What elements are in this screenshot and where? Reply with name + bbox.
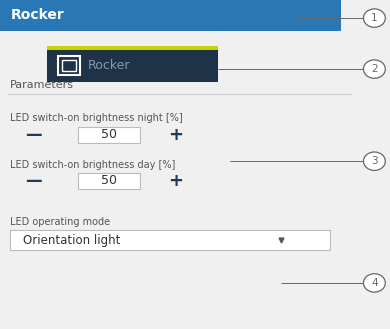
Text: Parameters: Parameters: [10, 80, 74, 90]
Text: Orientation light: Orientation light: [23, 234, 121, 247]
Text: 1: 1: [371, 13, 378, 23]
Text: 50: 50: [101, 128, 117, 141]
FancyBboxPatch shape: [78, 173, 140, 189]
Text: LED operating mode: LED operating mode: [10, 217, 110, 227]
FancyBboxPatch shape: [47, 46, 218, 50]
Circle shape: [363, 274, 385, 292]
Text: +: +: [168, 172, 183, 190]
FancyBboxPatch shape: [78, 127, 140, 143]
Text: —: —: [25, 126, 41, 144]
Text: 3: 3: [371, 156, 378, 166]
FancyBboxPatch shape: [47, 50, 218, 82]
Text: 50: 50: [101, 174, 117, 188]
Circle shape: [363, 152, 385, 170]
Text: Rocker: Rocker: [11, 8, 65, 22]
Text: Rocker: Rocker: [88, 59, 130, 72]
Text: LED switch-on brightness night [%]: LED switch-on brightness night [%]: [10, 114, 183, 123]
Text: LED switch-on brightness day [%]: LED switch-on brightness day [%]: [10, 160, 175, 169]
Text: 2: 2: [371, 64, 378, 74]
FancyBboxPatch shape: [10, 230, 330, 250]
Circle shape: [363, 60, 385, 78]
Text: 4: 4: [371, 278, 378, 288]
Text: —: —: [25, 172, 41, 190]
FancyBboxPatch shape: [0, 0, 341, 31]
Text: +: +: [168, 126, 183, 144]
Circle shape: [363, 9, 385, 27]
